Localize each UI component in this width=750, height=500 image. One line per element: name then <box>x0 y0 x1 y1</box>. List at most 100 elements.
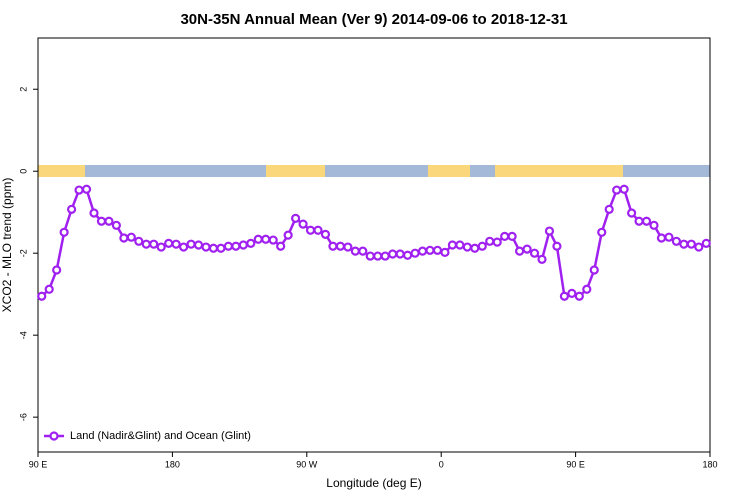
data-point <box>89 208 99 218</box>
x-axis-label: Longitude (deg E) <box>326 476 421 490</box>
land-strip <box>428 165 470 177</box>
data-point <box>522 244 532 254</box>
data-point <box>462 242 472 252</box>
data-point <box>619 184 629 194</box>
data-point <box>492 237 502 247</box>
data-point <box>111 220 122 230</box>
data-point <box>679 239 689 249</box>
land-strip <box>38 165 85 177</box>
data-point <box>223 241 233 251</box>
data-point <box>126 232 136 242</box>
data-point <box>552 241 562 251</box>
y-tick-label: -4 <box>18 331 28 339</box>
data-point <box>164 238 174 248</box>
data-point <box>268 235 278 245</box>
x-tick-label: 90 E <box>29 459 48 469</box>
data-point <box>373 251 383 261</box>
data-point <box>432 245 443 255</box>
data-point <box>171 239 181 249</box>
data-point <box>514 246 525 256</box>
data-point <box>59 227 69 237</box>
data-point <box>686 239 696 249</box>
data-point <box>500 231 510 241</box>
land-ocean-strip <box>38 165 710 177</box>
data-point <box>291 213 301 223</box>
data-point <box>313 225 323 235</box>
data-point <box>201 242 211 252</box>
data-point <box>634 216 644 226</box>
data-point <box>671 236 682 246</box>
data-point <box>626 208 637 218</box>
land-strip <box>495 165 623 177</box>
data-point <box>298 219 308 229</box>
data-point <box>410 248 420 258</box>
data-point <box>612 185 622 195</box>
data-point <box>343 242 353 252</box>
data-point <box>119 233 129 243</box>
data-point <box>44 284 54 294</box>
data-point <box>440 247 450 257</box>
data-point <box>276 241 286 251</box>
data-point <box>350 246 360 256</box>
data-point <box>455 240 465 250</box>
data-point <box>537 254 547 264</box>
data-point <box>447 240 457 250</box>
data-point <box>104 216 114 226</box>
data-point <box>589 265 599 275</box>
data-point <box>567 288 577 298</box>
data-point <box>701 238 711 248</box>
y-tick-label: -6 <box>18 413 28 421</box>
data-point <box>485 236 495 246</box>
data-point <box>694 242 704 252</box>
data-point <box>425 245 435 255</box>
data-point <box>544 226 555 236</box>
data-point <box>388 249 398 259</box>
data-point <box>253 234 263 244</box>
data-point <box>417 246 428 256</box>
data-point <box>335 241 345 251</box>
y-tick-label: 0 <box>18 169 28 174</box>
data-point <box>664 232 674 242</box>
data-point <box>238 240 248 250</box>
data-point <box>81 184 92 194</box>
legend-marker <box>49 431 59 441</box>
data-point <box>52 265 62 275</box>
data-point <box>507 231 517 241</box>
x-tick-label: 90 W <box>296 459 318 469</box>
data-point <box>559 291 570 301</box>
legend-label: Land (Nadir&Glint) and Ocean (Glint) <box>70 430 251 442</box>
y-tick-label: -2 <box>18 249 28 257</box>
data-point <box>328 241 338 251</box>
data-point <box>74 185 84 195</box>
x-tick-label: 90 E <box>566 459 585 469</box>
land-strip <box>266 165 325 177</box>
data-point <box>597 227 607 237</box>
data-point <box>37 291 47 301</box>
data-point <box>380 251 390 261</box>
data-point <box>216 243 226 253</box>
data-point <box>395 249 405 259</box>
data-point <box>208 243 219 253</box>
data-point <box>641 216 652 226</box>
data-point <box>246 238 256 248</box>
data-point <box>186 239 196 249</box>
data-point <box>305 225 316 235</box>
chart-title: 30N-35N Annual Mean (Ver 9) 2014-09-06 t… <box>180 11 567 28</box>
data-point <box>656 233 667 243</box>
data-point <box>649 220 659 230</box>
data-point <box>149 239 159 249</box>
data-point <box>320 229 331 239</box>
data-point <box>156 242 166 252</box>
data-point <box>574 291 584 301</box>
data-point <box>604 204 614 214</box>
data-point <box>261 234 271 244</box>
x-tick-label: 0 <box>439 459 444 469</box>
x-tick-label: 180 <box>702 459 717 469</box>
data-point <box>231 241 241 251</box>
data-point <box>66 204 77 214</box>
data-point <box>403 250 413 260</box>
y-axis-label: XCO2 - MLO trend (ppm) <box>0 178 14 313</box>
data-point <box>582 284 592 294</box>
data-point <box>470 243 480 253</box>
